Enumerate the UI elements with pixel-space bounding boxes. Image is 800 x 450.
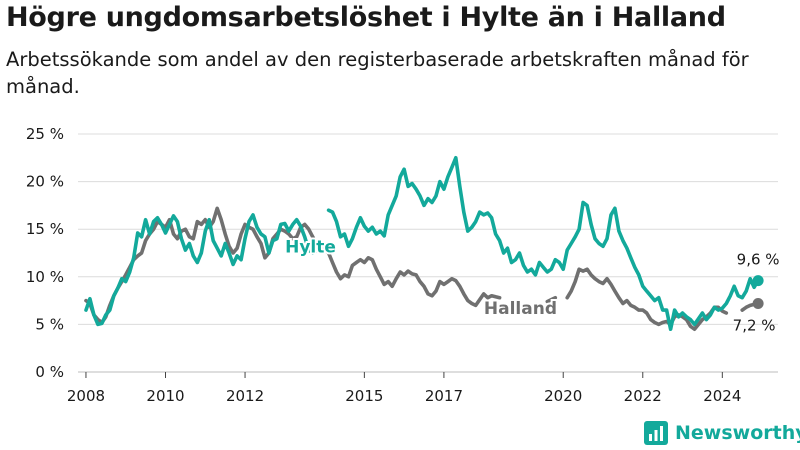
gridlines	[78, 133, 778, 373]
y-tick-label: 5 %	[35, 315, 64, 333]
x-tick-label: 2022	[624, 387, 662, 405]
newsworthy-logo-icon	[644, 421, 668, 445]
x-tick-label: 2017	[425, 387, 463, 405]
series-lines	[84, 156, 764, 331]
y-tick-label: 25 %	[26, 125, 64, 143]
y-tick-label: 15 %	[26, 220, 64, 238]
newsworthy-brand[interactable]: Newsworthy	[644, 419, 800, 447]
x-tick-label: 2012	[226, 387, 264, 405]
end-marker-halland	[752, 297, 764, 309]
x-tick-label: 2024	[703, 387, 741, 405]
x-tick-label: 2015	[345, 387, 383, 405]
end-marker-hylte	[752, 275, 764, 287]
chart-subtitle: Arbetssökande som andel av den registerb…	[6, 48, 749, 98]
end-label-hylte: 9,6 %	[737, 251, 780, 269]
y-tick-label: 10 %	[26, 268, 64, 286]
axes: 0 % 5 % 10 % 15 % 20 % 25 % 2008 2010 2012 2015 20…	[26, 125, 742, 405]
y-tick-label: 0 %	[35, 363, 64, 381]
x-tick-label: 2020	[544, 387, 582, 405]
series-line-hylte	[84, 156, 760, 331]
x-tick-label: 2010	[146, 387, 184, 405]
chart-labels: 9,6 % 7,2 % Hylte Halland	[283, 235, 780, 334]
series-line-halland	[84, 206, 760, 331]
chart-title: Högre ungdomsarbetslöshet i Hylte än i H…	[6, 2, 726, 33]
y-tick-label: 20 %	[26, 173, 64, 191]
series-label-halland: Halland	[484, 299, 557, 319]
x-tick-label: 2008	[67, 387, 105, 405]
end-label-halland: 7,2 %	[733, 316, 776, 334]
brand-name: Newsworthy	[675, 422, 800, 444]
series-label-hylte: Hylte	[285, 237, 336, 257]
